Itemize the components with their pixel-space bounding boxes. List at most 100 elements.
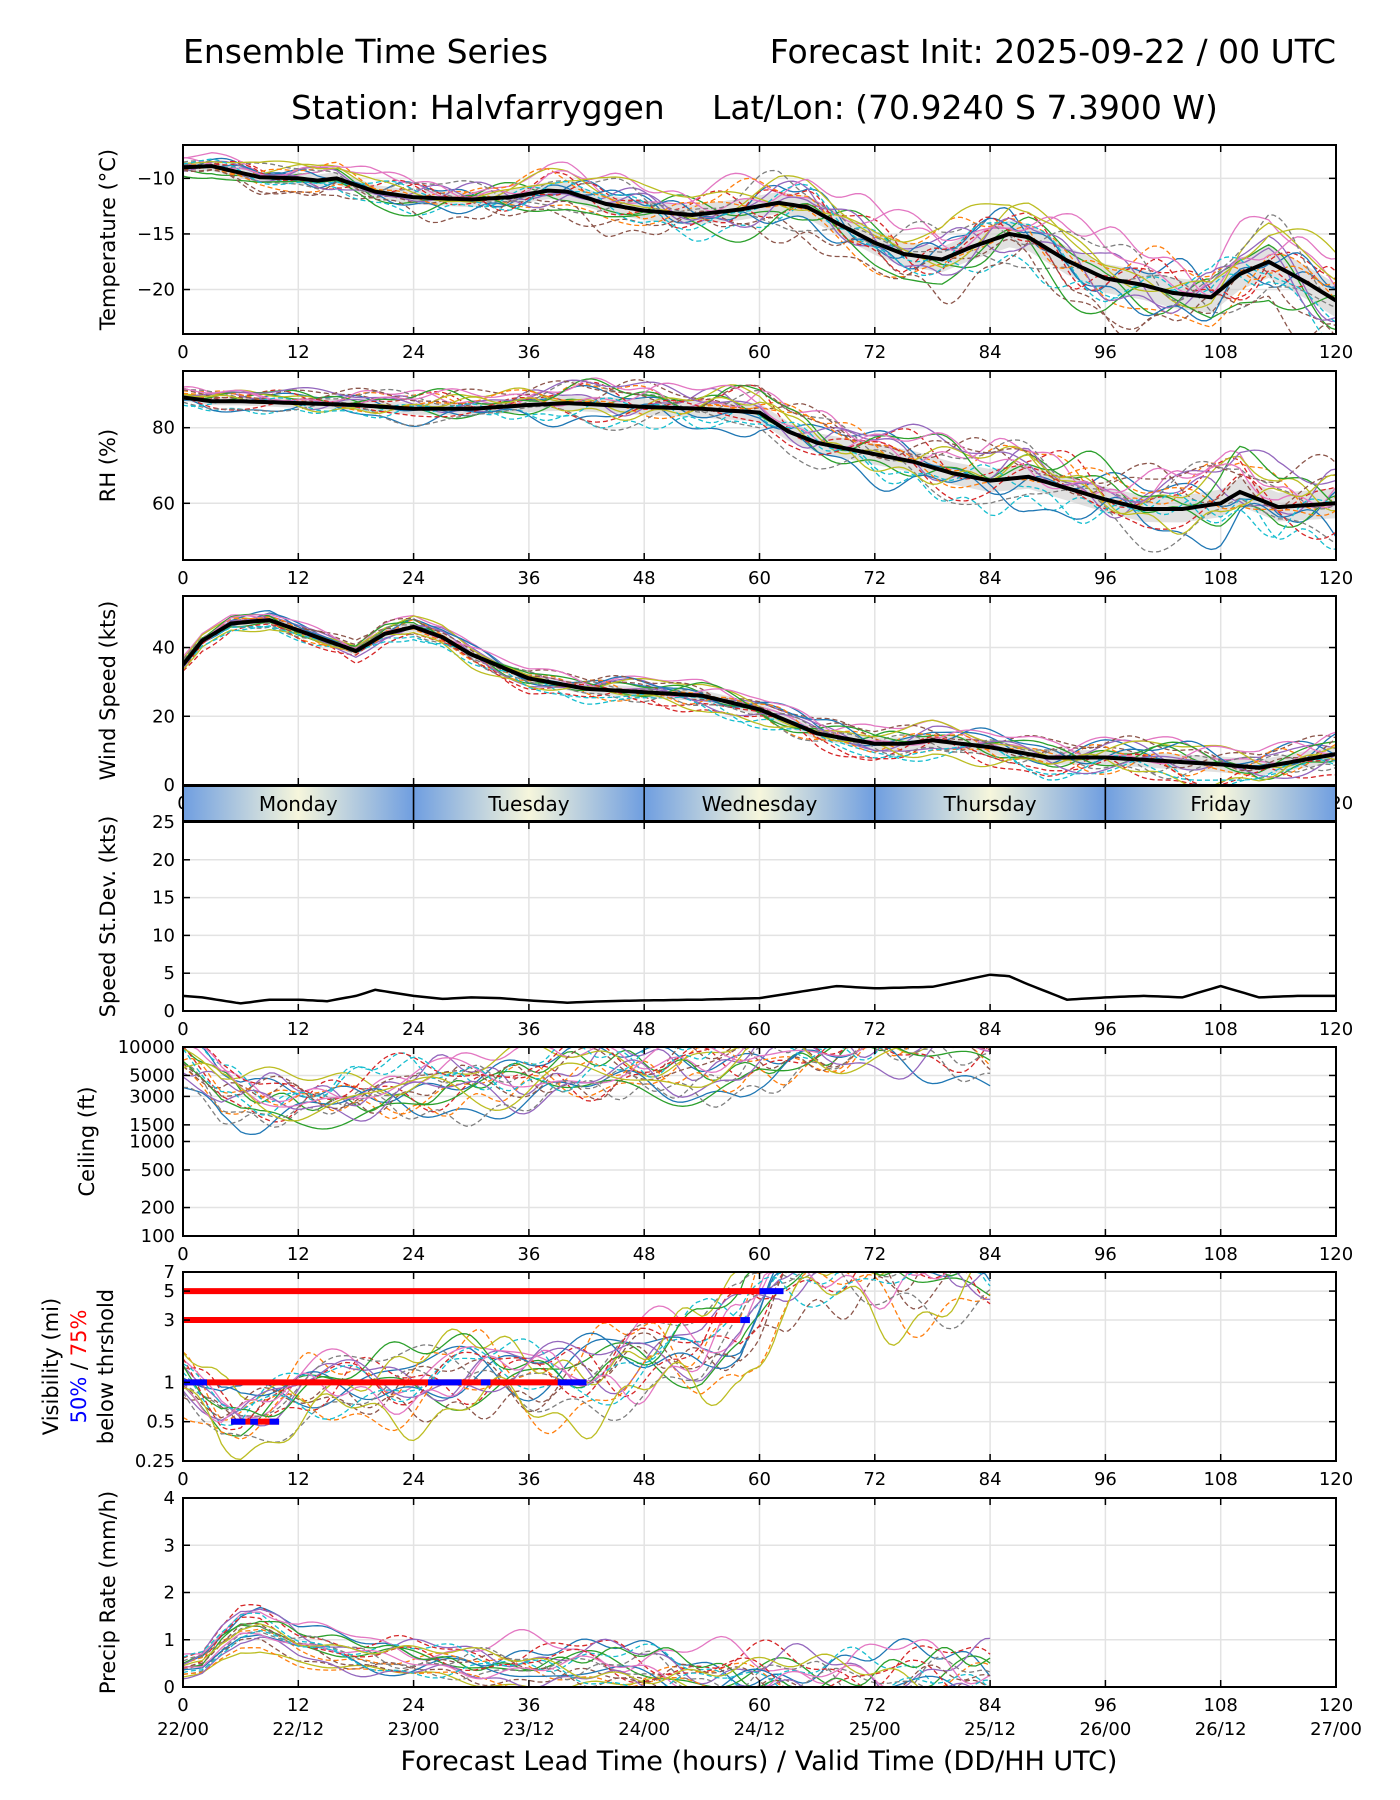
ensemble-member-line: [183, 1272, 991, 1422]
y-axis-label: RH (%): [96, 429, 120, 502]
y-tick-label: 4: [164, 1488, 175, 1509]
wind_speed-mean-line: [183, 618, 1336, 770]
ensemble-member-line: [183, 1047, 991, 1128]
x-tick-label: 60: [748, 1695, 771, 1716]
y-tick-label: 0.5: [146, 1412, 175, 1433]
valid-time-label: 24/00: [618, 1719, 670, 1740]
x-tick-label: 60: [748, 1019, 771, 1040]
x-tick-label: 48: [633, 568, 656, 589]
x-tick-label: 12: [287, 1244, 310, 1265]
y-axis-label: Wind Speed (kts): [96, 601, 120, 781]
y-tick-label: 3000: [129, 1086, 175, 1107]
ensemble-member-line: [183, 1272, 991, 1409]
y-tick-label: 15: [152, 888, 175, 909]
y-tick-label: 7: [164, 1262, 175, 1283]
x-tick-label: 108: [1204, 568, 1238, 589]
day-label: Friday: [1190, 792, 1251, 816]
x-tick-label: 84: [979, 1695, 1002, 1716]
ensemble-member-line: [183, 396, 1336, 540]
y-tick-label: 20: [152, 850, 175, 871]
y-tick-label: 200: [141, 1198, 175, 1219]
x-tick-label: 36: [517, 1019, 540, 1040]
x-tick-label: 72: [863, 342, 886, 363]
y-tick-label: −20: [137, 280, 175, 301]
valid-time-labels: 22/00 22/12 23/00 23/12 24/00 24/12 25/00 25/12…: [157, 1719, 1362, 1740]
y-axis-sublabel-2: below thrshold: [94, 1289, 118, 1444]
valid-time-label: 23/00: [388, 1719, 440, 1740]
y-tick-label: 20: [152, 706, 175, 727]
ensemble-member-line: [183, 396, 1336, 551]
ensemble-member-line: [183, 1047, 991, 1097]
ensemble-member-line: [183, 1623, 991, 1687]
ensemble-spread-band: [183, 393, 1336, 523]
y-tick-label: 2: [164, 1583, 175, 1604]
x-tick-label: 120: [1319, 1469, 1353, 1490]
rh-panel: 0 12 24 36 48 60 72 84 96 108 120 60 80 RH (%): [96, 370, 1353, 589]
x-axis-label: Forecast Lead Time (hours) / Valid Time …: [401, 1746, 1118, 1777]
x-tick-label: 108: [1204, 342, 1238, 363]
x-tick-label: 12: [287, 1469, 310, 1490]
ensemble-member-line: [183, 152, 1336, 294]
x-tick-label: 84: [979, 568, 1002, 589]
ensemble-member-line: [183, 167, 1336, 331]
x-tick-label: 120: [1319, 1695, 1353, 1716]
y-tick-label: 10: [152, 925, 175, 946]
x-tick-label: 0: [177, 1244, 188, 1265]
x-tick-label: 36: [517, 1469, 540, 1490]
ensemble-member-line: [183, 618, 1336, 779]
ensemble-member-line: [183, 1047, 991, 1103]
ceiling-panel: 0 12 24 36 48 60 72 84 96 108 120 100 200 500 10001500…: [75, 1037, 1353, 1265]
visibility-series: [183, 1272, 991, 1461]
x-tick-label: 96: [1094, 1695, 1117, 1716]
ensemble-member-line: [183, 617, 1336, 772]
ensemble-member-line: [183, 1634, 991, 1687]
ensemble-member-line: [183, 161, 1336, 286]
x-tick-label: 24: [402, 1695, 425, 1716]
ensemble-member-line: [183, 1272, 991, 1423]
ensemble-member-line: [183, 397, 1336, 538]
x-tick-label: 120: [1319, 568, 1353, 589]
valid-time-label: 25/12: [964, 1719, 1016, 1740]
ensemble-member-line: [183, 1047, 991, 1115]
x-tick-label: 36: [517, 1244, 540, 1265]
vis-75pct-label: 75%: [67, 1310, 91, 1357]
temperature-series: [183, 152, 1336, 334]
ensemble-member-line: [183, 1047, 991, 1115]
ensemble-member-line: [183, 162, 1336, 302]
ensemble-member-line: [183, 380, 1336, 510]
ensemble-member-line: [183, 1272, 991, 1443]
x-tick-label: 36: [517, 342, 540, 363]
day-label: Thursday: [943, 792, 1037, 816]
ensemble-member-line: [183, 1630, 991, 1687]
ensemble-member-line: [183, 1272, 991, 1461]
y-tick-label: 0: [164, 1001, 175, 1022]
x-tick-label: 48: [633, 1019, 656, 1040]
x-tick-label: 84: [979, 1019, 1002, 1040]
y-tick-label: −15: [137, 224, 175, 245]
temperature-panel: 0 12 24 36 48 60 72 84 96 108 120 −10 −15 −20 Temperat…: [96, 144, 1353, 363]
ensemble-member-line: [183, 613, 1336, 774]
x-tick-label: 108: [1204, 1695, 1238, 1716]
vis-50pct-label: 50%: [67, 1377, 91, 1424]
ensemble-member-line: [183, 1272, 991, 1417]
x-tick-label: 48: [633, 342, 656, 363]
x-tick-label: 36: [517, 1695, 540, 1716]
day-label: Tuesday: [487, 792, 570, 816]
ensemble-member-line: [183, 1612, 991, 1687]
x-tick-label: 60: [748, 1244, 771, 1265]
x-tick-label: 96: [1094, 568, 1117, 589]
title-right: Forecast Init: 2025-09-22 / 00 UTC: [770, 32, 1336, 71]
ensemble-member-line: [183, 165, 1323, 334]
y-axis-label: Temperature (°C): [96, 149, 120, 331]
visibility-panel: 0 12 24 36 48 60 72 84 96 108 120 0.25 0.5 1 3 57 Visibi…: [39, 1262, 1353, 1490]
wind_speed-panel: 0122436486072849610812002040Wind Speed (…: [96, 595, 1353, 814]
x-tick-label: 108: [1204, 1019, 1238, 1040]
ensemble-member-line: [183, 1647, 991, 1687]
x-tick-label: 48: [633, 1695, 656, 1716]
valid-time-label: 22/12: [272, 1719, 324, 1740]
x-tick-label: 108: [1204, 1244, 1238, 1265]
x-tick-label: 12: [287, 568, 310, 589]
day-label: Wednesday: [702, 792, 818, 816]
ensemble-member-line: [183, 1606, 991, 1687]
x-tick-label: 24: [402, 1019, 425, 1040]
